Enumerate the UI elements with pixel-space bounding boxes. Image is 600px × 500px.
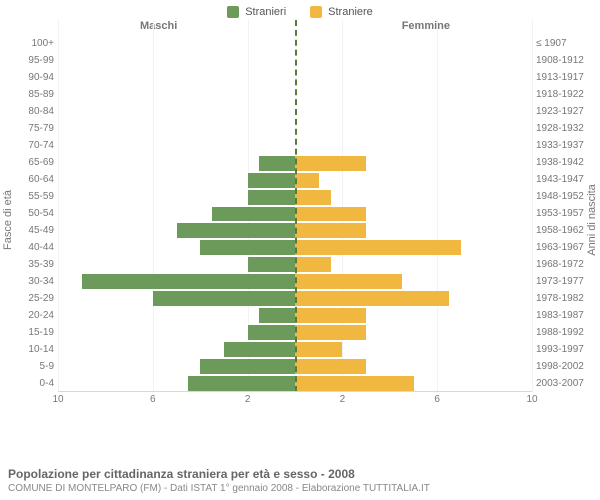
- bar-female: [295, 257, 331, 272]
- x-tick: 2: [340, 394, 346, 405]
- birth-tick: 1943-1947: [536, 174, 594, 185]
- birth-tick: 1923-1927: [536, 106, 594, 117]
- age-tick: 70-74: [10, 140, 54, 151]
- bar-male: [248, 190, 295, 205]
- bar-male: [248, 257, 295, 272]
- age-tick: 5-9: [10, 361, 54, 372]
- x-tick: 6: [434, 394, 440, 405]
- bar-female: [295, 325, 366, 340]
- swatch-straniere: [310, 6, 322, 18]
- swatch-stranieri: [227, 6, 239, 18]
- chart: Maschi Femmine Fasce di età Anni di nasc…: [0, 20, 600, 420]
- age-tick: 90-94: [10, 72, 54, 83]
- birth-tick: 1958-1962: [536, 225, 594, 236]
- age-tick: 65-69: [10, 157, 54, 168]
- age-tick: 15-19: [10, 327, 54, 338]
- x-tick: 2: [245, 394, 251, 405]
- legend-label: Straniere: [328, 6, 373, 18]
- bar-female: [295, 190, 331, 205]
- birth-tick: 1988-1992: [536, 327, 594, 338]
- gridline: [532, 20, 533, 392]
- bar-female: [295, 223, 366, 238]
- birth-tick: ≤ 1907: [536, 38, 594, 49]
- bar-male: [248, 325, 295, 340]
- age-tick: 75-79: [10, 123, 54, 134]
- birth-tick: 1953-1957: [536, 208, 594, 219]
- bar-female: [295, 291, 449, 306]
- legend-item-straniere: Straniere: [310, 6, 373, 18]
- bar-male: [224, 342, 295, 357]
- bar-female: [295, 173, 319, 188]
- legend-item-stranieri: Stranieri: [227, 6, 286, 18]
- bar-male: [259, 156, 295, 171]
- age-tick: 30-34: [10, 276, 54, 287]
- center-divider: [295, 20, 297, 392]
- bar-male: [188, 376, 295, 391]
- bar-female: [295, 376, 414, 391]
- age-tick: 95-99: [10, 55, 54, 66]
- birth-tick: 1983-1987: [536, 310, 594, 321]
- birth-tick: 1918-1922: [536, 89, 594, 100]
- footer: Popolazione per cittadinanza straniera p…: [8, 467, 430, 494]
- bar-female: [295, 359, 366, 374]
- birth-tick: 1968-1972: [536, 259, 594, 270]
- bar-female: [295, 274, 402, 289]
- age-tick: 100+: [10, 38, 54, 49]
- bar-male: [212, 207, 295, 222]
- age-tick: 55-59: [10, 191, 54, 202]
- bar-male: [248, 173, 295, 188]
- x-axis-line: [58, 391, 532, 392]
- legend-label: Stranieri: [245, 6, 286, 18]
- bar-male: [153, 291, 295, 306]
- birth-tick: 1973-1977: [536, 276, 594, 287]
- age-tick: 20-24: [10, 310, 54, 321]
- bar-male: [82, 274, 295, 289]
- birth-tick: 1963-1967: [536, 242, 594, 253]
- x-tick: 10: [52, 394, 63, 405]
- age-tick: 45-49: [10, 225, 54, 236]
- age-tick: 10-14: [10, 344, 54, 355]
- bar-female: [295, 240, 461, 255]
- age-tick: 60-64: [10, 174, 54, 185]
- birth-tick: 2003-2007: [536, 378, 594, 389]
- birth-tick: 1913-1917: [536, 72, 594, 83]
- footer-title: Popolazione per cittadinanza straniera p…: [8, 467, 430, 481]
- legend: Stranieri Straniere: [0, 0, 600, 20]
- bar-female: [295, 156, 366, 171]
- x-tick: 10: [526, 394, 537, 405]
- bar-male: [259, 308, 295, 323]
- age-tick: 85-89: [10, 89, 54, 100]
- birth-tick: 1948-1952: [536, 191, 594, 202]
- age-tick: 50-54: [10, 208, 54, 219]
- x-axis-ticks: 10106622: [58, 394, 532, 412]
- birth-tick: 1933-1937: [536, 140, 594, 151]
- birth-tick: 1928-1932: [536, 123, 594, 134]
- birth-tick: 1908-1912: [536, 55, 594, 66]
- birth-tick: 1978-1982: [536, 293, 594, 304]
- birth-tick: 1993-1997: [536, 344, 594, 355]
- birth-tick: 1998-2002: [536, 361, 594, 372]
- age-tick: 0-4: [10, 378, 54, 389]
- bar-male: [177, 223, 296, 238]
- bar-female: [295, 308, 366, 323]
- age-tick: 35-39: [10, 259, 54, 270]
- birth-tick: 1938-1942: [536, 157, 594, 168]
- age-tick: 80-84: [10, 106, 54, 117]
- bar-male: [200, 240, 295, 255]
- age-tick: 40-44: [10, 242, 54, 253]
- bar-male: [200, 359, 295, 374]
- footer-subtitle: COMUNE DI MONTELPARO (FM) - Dati ISTAT 1…: [8, 483, 430, 494]
- bar-female: [295, 207, 366, 222]
- x-tick: 6: [150, 394, 156, 405]
- plot-area: 100+≤ 190795-991908-191290-941913-191785…: [58, 20, 532, 392]
- age-tick: 25-29: [10, 293, 54, 304]
- bar-female: [295, 342, 342, 357]
